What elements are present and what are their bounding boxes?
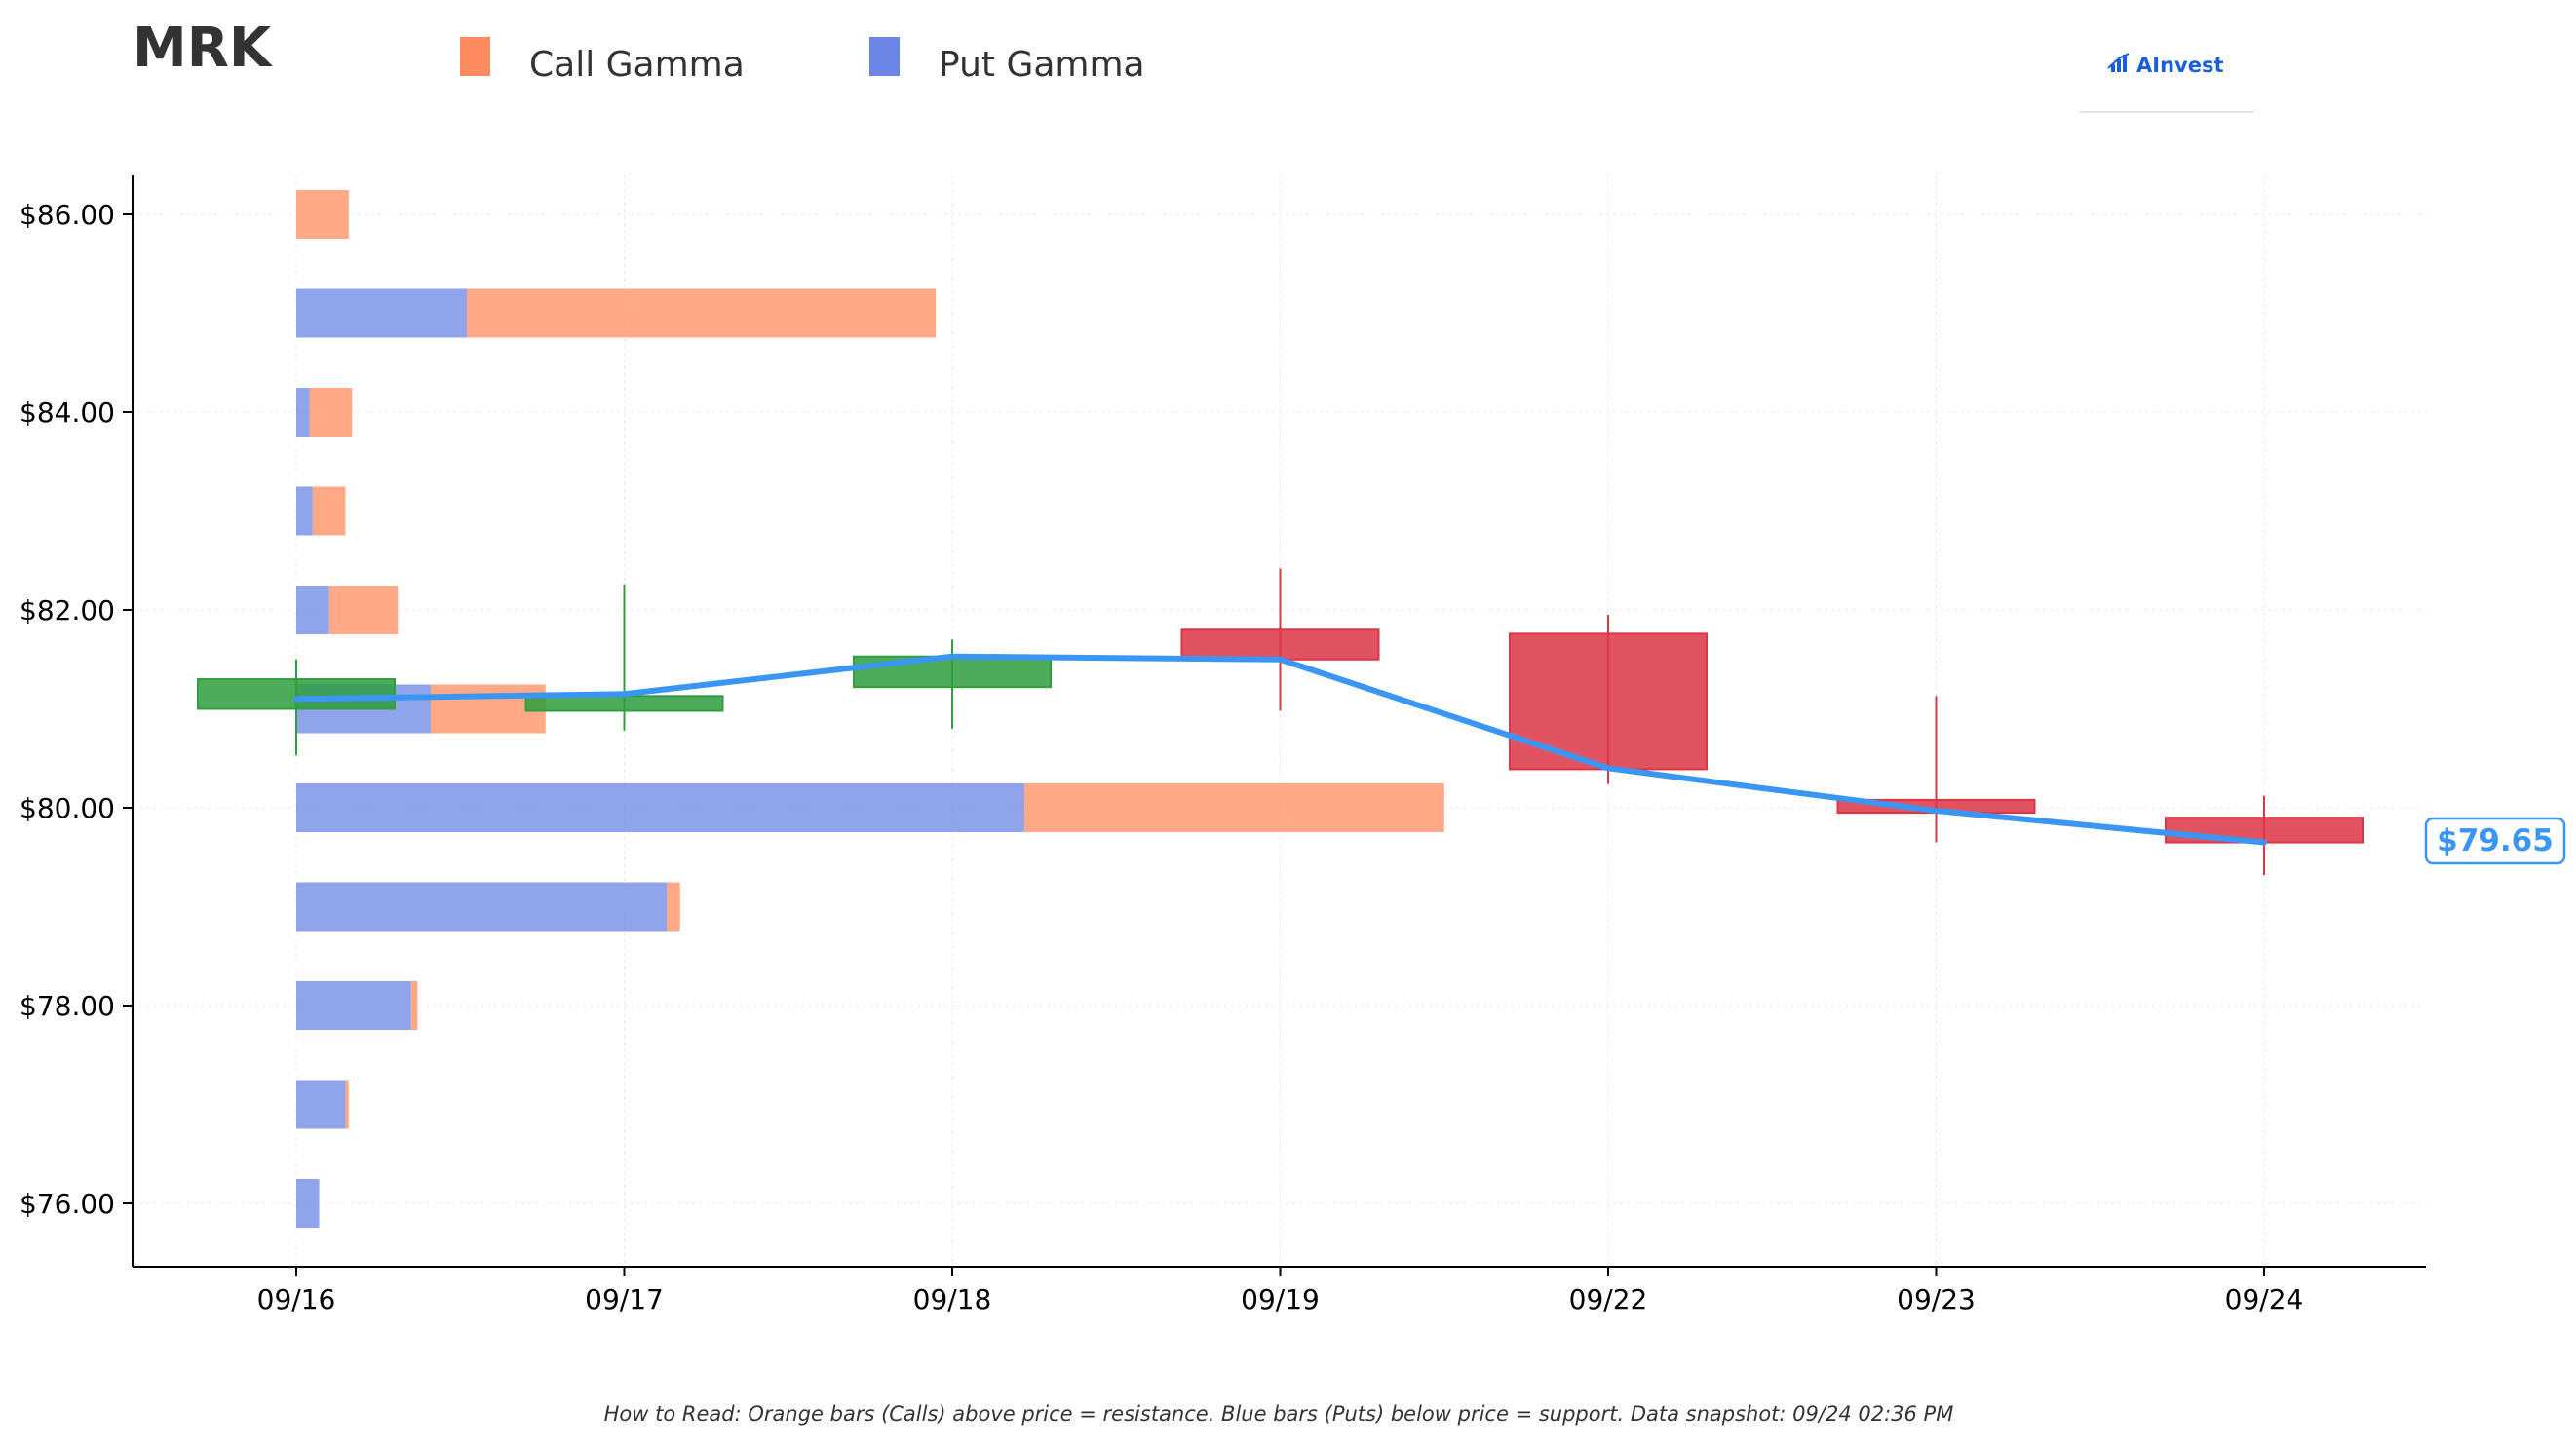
put-gamma-bar [296,486,313,536]
put-gamma-bar [296,981,411,1030]
y-tick-label: $84.00 [19,397,115,429]
current-price-label: $79.65 [2424,817,2566,865]
put-gamma-bar [296,1080,346,1129]
put-gamma-bar [296,388,310,437]
call-gamma-bar [466,288,937,338]
x-tick-label: 09/18 [913,1283,992,1315]
candle-body [1509,632,1708,771]
current-price-value: $79.65 [2437,823,2554,858]
bar-chart-logo-icon [2107,53,2130,72]
ticker-title: MRK [133,17,274,80]
call-legend-label: Call Gamma [529,45,745,85]
put-gamma-bar [296,882,668,932]
call-gamma-bar [667,882,680,932]
y-tick-label: $82.00 [19,594,115,627]
put-gamma-bar [296,783,1025,832]
x-tick-label: 09/16 [257,1283,336,1315]
x-tick-label: 09/17 [585,1283,664,1315]
gamma-bars [296,190,1444,1228]
x-tick-label: 09/24 [2225,1283,2304,1315]
y-tick-label: $80.00 [19,792,115,824]
put-gamma-bar [296,1179,320,1228]
y-tick-label: $76.00 [19,1188,115,1220]
candle-body [853,655,1052,689]
price-line [293,653,2267,846]
put-gamma-bar [296,586,329,634]
logo-text: AInvest [2136,54,2224,77]
call-gamma-bar [1024,783,1444,832]
call-legend-swatch [460,37,490,76]
call-gamma-bar [296,190,349,239]
candle-body [197,678,396,710]
y-tick-label: $86.00 [19,199,115,231]
candle-body [2165,817,2364,844]
y-axis-ticks: $76.00 $78.00 $80.00 $82.00 $84.00 $86.00 [19,199,133,1220]
x-tick-label: 09/22 [1569,1283,1648,1315]
x-axis-ticks: 09/16 09/17 09/18 09/19 09/22 09/23 09/24 [257,1267,2304,1315]
call-gamma-bar [309,388,353,437]
call-gamma-bar [345,1080,349,1129]
y-tick-label: $78.00 [19,990,115,1022]
call-gamma-bar [328,586,399,634]
candle-body [524,695,724,712]
put-gamma-bar [296,288,467,338]
call-gamma-bar [410,981,418,1030]
candle-body [1180,628,1380,661]
call-gamma-bar [312,486,346,536]
ainvest-logo: AInvest [2079,53,2254,113]
x-tick-label: 09/19 [1241,1283,1320,1315]
x-tick-label: 09/23 [1897,1283,1976,1315]
put-legend-label: Put Gamma [939,45,1145,85]
put-legend-swatch [869,37,900,76]
footnote: How to Read: Orange bars (Calls) above p… [604,1402,1954,1426]
